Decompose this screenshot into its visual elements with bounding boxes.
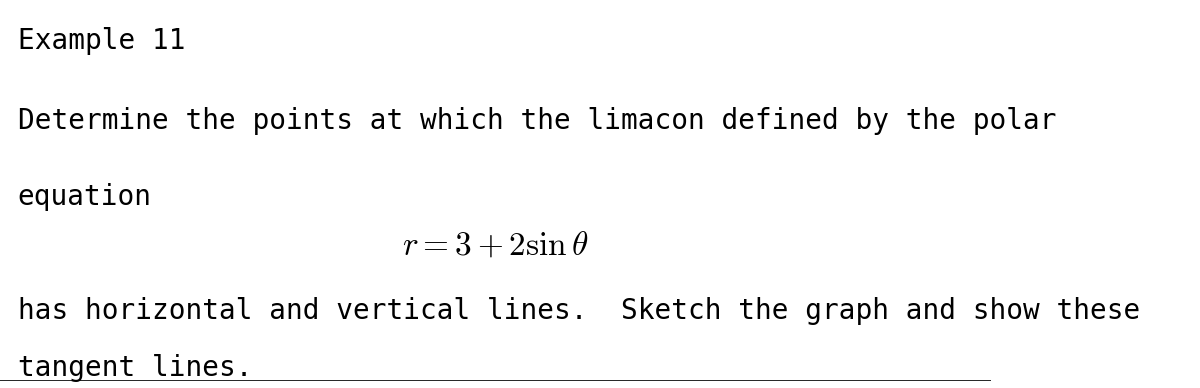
Text: tangent lines.: tangent lines. bbox=[18, 354, 252, 382]
Text: equation: equation bbox=[18, 183, 152, 211]
Text: has horizontal and vertical lines.  Sketch the graph and show these: has horizontal and vertical lines. Sketc… bbox=[18, 297, 1140, 325]
Text: $r = 3 + 2\sin\theta$: $r = 3 + 2\sin\theta$ bbox=[402, 229, 589, 262]
Text: Determine the points at which the limacon defined by the polar: Determine the points at which the limaco… bbox=[18, 107, 1056, 135]
Text: Example 11: Example 11 bbox=[18, 27, 185, 55]
